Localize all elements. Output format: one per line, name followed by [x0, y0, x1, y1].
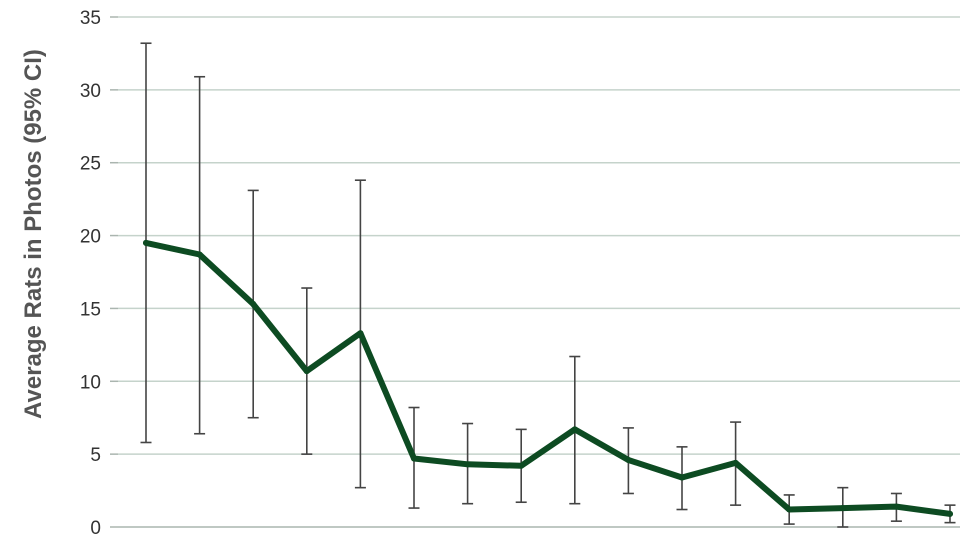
- data-point-7: [464, 461, 471, 468]
- data-point-13: [786, 506, 793, 513]
- y-axis-label: Average Rats in Photos (95% CI): [20, 49, 47, 419]
- data-point-4: [303, 368, 310, 375]
- y-axis-ticks: 0 5 10 15 20 25 30 35: [80, 8, 101, 536]
- y-tick-label-25: 25: [80, 154, 101, 175]
- data-point-3: [250, 301, 257, 308]
- data-point-10: [625, 456, 632, 463]
- series-line: [143, 239, 953, 517]
- data-point-6: [411, 455, 417, 462]
- y-tick-label-10: 10: [80, 372, 101, 393]
- data-point-2: [196, 251, 203, 258]
- data-point-15: [893, 503, 900, 510]
- data-point-12: [732, 459, 739, 466]
- data-point-5: [357, 330, 364, 337]
- data-point-11: [679, 474, 685, 481]
- y-tick-label-5: 5: [90, 445, 101, 466]
- data-point-1: [143, 239, 149, 246]
- data-point-16: [947, 510, 953, 517]
- data-point-8: [518, 462, 525, 469]
- data-point-9: [571, 426, 578, 433]
- series-layer: [143, 239, 953, 517]
- data-point-14: [839, 505, 846, 512]
- y-tick-label-35: 35: [80, 8, 101, 29]
- y-tick-label-15: 15: [80, 299, 101, 320]
- y-tick-label-0: 0: [90, 518, 101, 536]
- y-tick-label-30: 30: [80, 81, 101, 102]
- grid-lines: [110, 16, 960, 528]
- y-tick-label-20: 20: [80, 227, 101, 248]
